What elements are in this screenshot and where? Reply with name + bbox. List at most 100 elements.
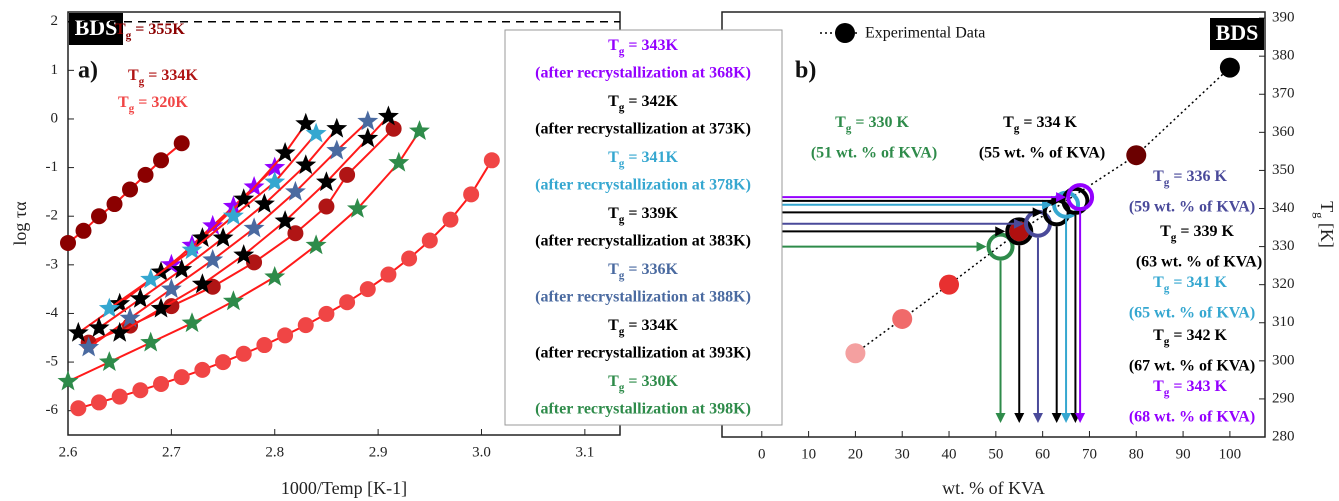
data-point xyxy=(357,127,379,148)
x-axis-label: wt. % of KVA xyxy=(942,478,1045,498)
data-point xyxy=(67,321,89,342)
data-point xyxy=(173,135,190,152)
y-tick-label: 290 xyxy=(1272,390,1295,406)
data-point xyxy=(256,337,273,354)
data-point xyxy=(57,370,79,391)
legend-note: (after recrystallization at 378K) xyxy=(535,177,751,194)
data-point xyxy=(88,317,110,337)
data-point xyxy=(150,297,172,318)
data-point xyxy=(233,244,255,264)
data-point xyxy=(1066,183,1095,212)
y-tick-label: -5 xyxy=(46,354,59,370)
y-tick-label: 350 xyxy=(1272,162,1295,178)
data-point xyxy=(939,274,960,295)
y-tick-label: 310 xyxy=(1272,314,1295,330)
series-annotation: (65 wt. % of KVA) xyxy=(1129,305,1255,322)
data-point xyxy=(194,361,211,378)
data-point xyxy=(253,193,275,213)
arrow-head xyxy=(1056,192,1067,203)
series-annotation: (55 wt. % of KVA) xyxy=(979,145,1105,162)
data-point xyxy=(339,166,356,183)
data-point xyxy=(140,268,162,289)
y-tick-label: -3 xyxy=(46,256,59,272)
data-point xyxy=(326,139,348,160)
series-annotation: Tg = 343 K xyxy=(1153,378,1227,399)
legend-label: Tg = 339K xyxy=(608,205,678,226)
panel-label: b) xyxy=(795,58,816,84)
data-point xyxy=(359,281,376,298)
legend-label: Tg = 336K xyxy=(608,261,678,282)
fit-line xyxy=(108,132,317,310)
data-point xyxy=(285,180,306,201)
data-point xyxy=(318,305,335,322)
data-point xyxy=(385,120,402,137)
arrow-head xyxy=(976,241,987,252)
arrow-head xyxy=(1014,413,1025,423)
data-point xyxy=(388,151,410,172)
data-point xyxy=(264,266,286,286)
data-point xyxy=(463,186,480,203)
data-point xyxy=(264,156,286,177)
data-point xyxy=(243,217,265,238)
badge-box xyxy=(69,13,123,45)
y-tick-label: 340 xyxy=(1272,200,1295,216)
data-point xyxy=(305,122,327,143)
data-point xyxy=(153,152,170,169)
series-annotation: (51 wt. % of KVA) xyxy=(811,145,937,162)
y-tick-label: 320 xyxy=(1272,276,1295,292)
data-point xyxy=(326,117,348,138)
data-point xyxy=(233,188,255,209)
x-axis-label: 1000/Temp [K-1] xyxy=(281,478,407,498)
data-point xyxy=(129,287,151,308)
series-annotation: (63 wt. % of KVA) xyxy=(1136,254,1262,271)
y-tick-label: 280 xyxy=(1272,428,1295,444)
y-tick-label: 1 xyxy=(51,62,59,78)
series-annotation: Tg = 342 K xyxy=(1153,327,1227,348)
data-point xyxy=(163,298,180,315)
badge: BDS xyxy=(1216,20,1259,45)
series-annotation: Tg = 334 K xyxy=(1003,114,1077,135)
legend-label: Tg = 341K xyxy=(608,149,678,170)
x-tick-label: 2.8 xyxy=(265,444,284,460)
y-tick-label: 300 xyxy=(1272,352,1295,368)
data-point xyxy=(1061,186,1090,215)
data-point xyxy=(357,110,379,131)
data-point xyxy=(122,181,139,198)
arrow-head xyxy=(1075,413,1086,423)
data-point xyxy=(442,211,459,228)
data-point xyxy=(986,232,1015,261)
y-tick-label: 330 xyxy=(1272,238,1295,254)
y-tick-label: 2 xyxy=(51,13,59,29)
series-annotation: Tg = 341 K xyxy=(1153,274,1227,295)
data-point xyxy=(91,394,108,411)
series-annotation: Tg = 355K xyxy=(115,21,185,42)
x-tick-label: 2.7 xyxy=(162,444,181,460)
x-tick-label: 40 xyxy=(942,446,957,462)
data-point xyxy=(111,388,128,405)
series-annotation: Tg = 339 K xyxy=(1160,223,1234,244)
data-point xyxy=(75,222,92,239)
data-point xyxy=(380,266,397,283)
arrow-head xyxy=(995,413,1006,423)
data-point xyxy=(222,205,244,226)
series-annotation: Tg = 330 K xyxy=(835,114,909,135)
data-point xyxy=(98,351,120,371)
legend-label: Tg = 342K xyxy=(608,93,678,114)
arrow-head xyxy=(995,226,1006,237)
data-point xyxy=(892,308,913,329)
series-annotation: Tg = 334K xyxy=(128,67,198,88)
arrow-head xyxy=(1032,207,1043,218)
x-tick-label: 90 xyxy=(1176,446,1191,462)
data-point xyxy=(137,166,154,183)
data-point xyxy=(202,249,224,269)
legend-label: Tg = 330K xyxy=(608,373,678,394)
data-point xyxy=(109,292,131,313)
data-point xyxy=(1219,57,1240,78)
x-tick-label: 10 xyxy=(801,446,816,462)
series-annotation: (67 wt. % of KVA) xyxy=(1129,358,1255,375)
legend-label: Experimental Data xyxy=(865,25,985,42)
data-point xyxy=(347,197,368,218)
fit-line xyxy=(119,115,390,334)
arrow-head xyxy=(1032,413,1043,423)
data-point xyxy=(274,142,296,162)
